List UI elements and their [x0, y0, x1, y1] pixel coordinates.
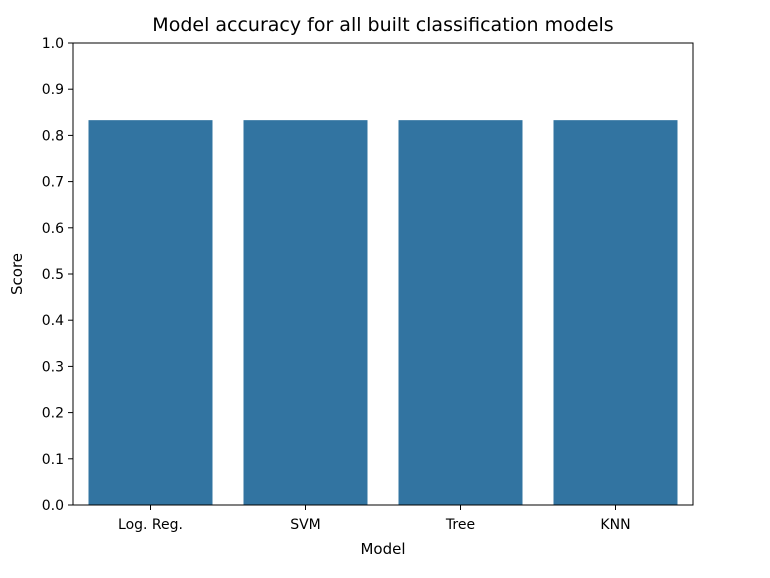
y-tick-label: 0.1: [42, 452, 64, 468]
x-tick-label: Tree: [445, 517, 475, 533]
y-tick-label: 0.6: [42, 221, 64, 237]
x-tick-label: SVM: [290, 517, 321, 533]
y-tick-label: 0.4: [42, 313, 64, 329]
bar-knn: [553, 120, 678, 506]
x-axis-ticks: Log. Reg. SVM Tree KNN: [118, 505, 631, 533]
plot-frame: [72, 42, 694, 506]
chart-title: Model accuracy for all built classificat…: [152, 14, 613, 36]
y-tick-label: 1.0: [42, 36, 64, 52]
bars-group: [88, 120, 678, 506]
y-tick-label: 0.3: [42, 359, 64, 375]
bar-tree: [398, 120, 523, 506]
y-tick-label: 0.8: [42, 128, 64, 144]
y-tick-label: 0.9: [42, 82, 64, 98]
x-tick-label: Log. Reg.: [118, 517, 183, 533]
x-tick-label: KNN: [600, 517, 630, 533]
bar-log-reg: [88, 120, 213, 506]
y-tick-label: 0.2: [42, 406, 64, 422]
bar-svm: [243, 120, 368, 506]
y-tick-label: 0.5: [42, 267, 64, 283]
y-tick-label: 0.7: [42, 175, 64, 191]
x-axis-label: Model: [360, 540, 405, 558]
y-tick-label: 0.0: [42, 498, 64, 514]
y-axis-ticks: 0.0 0.1 0.2 0.3 0.4 0.5 0.6 0.7 0.8 0.9 1.0: [42, 36, 73, 514]
y-axis-label: Score: [8, 253, 26, 295]
